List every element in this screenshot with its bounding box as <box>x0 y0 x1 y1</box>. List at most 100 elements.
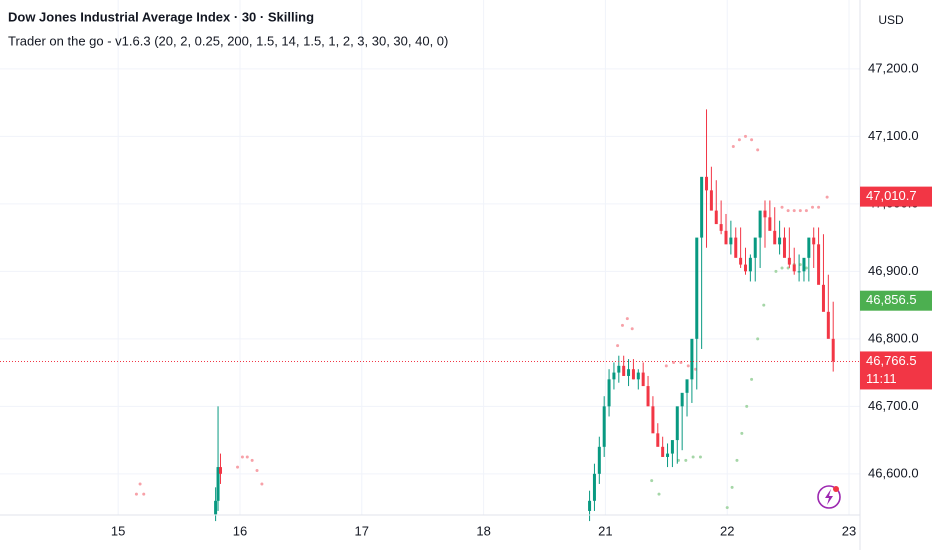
sar-dot <box>750 377 754 381</box>
sar-dot <box>737 138 741 142</box>
candle-body <box>588 500 592 511</box>
y-tick-label: 46,600.0 <box>868 465 919 480</box>
candle-body <box>612 372 616 380</box>
sar-dot <box>134 492 138 496</box>
sar-dot <box>780 266 784 270</box>
chart-title: Dow Jones Industrial Average Index · 30 … <box>8 9 314 24</box>
currency-button[interactable] <box>866 6 918 34</box>
candle-body <box>602 406 606 447</box>
candle-body <box>729 237 733 245</box>
candle-body <box>607 379 611 407</box>
candle-body <box>797 271 801 273</box>
sar-dot <box>745 404 749 408</box>
candle-body <box>680 392 684 407</box>
sar-dot <box>236 465 240 469</box>
sar-dot <box>762 303 766 307</box>
sar-dot <box>756 337 760 341</box>
candle-body <box>622 365 626 376</box>
candle-body <box>787 257 791 265</box>
currency[interactable]: USD <box>878 13 904 27</box>
candle-body <box>617 365 621 373</box>
candle-body <box>743 264 747 272</box>
candle-body <box>690 338 694 380</box>
candle-body <box>656 433 660 447</box>
candle-body <box>802 257 806 272</box>
candle-body <box>592 473 596 501</box>
price-tag <box>860 290 932 311</box>
x-tick-label: 15 <box>111 523 125 538</box>
sar-dot <box>691 455 695 459</box>
price-tag <box>860 186 932 207</box>
candle-body <box>748 257 752 272</box>
sar-dot <box>657 492 661 496</box>
sar-dot <box>650 479 654 483</box>
sar-dot <box>743 134 747 138</box>
candle-body <box>705 176 709 191</box>
candle-body <box>792 264 796 272</box>
sar-dot <box>750 138 754 142</box>
sar-dot <box>804 266 808 270</box>
sar-dot <box>810 205 814 209</box>
candle-body <box>636 372 640 380</box>
candle-body <box>714 210 718 225</box>
sar-dot <box>684 458 688 462</box>
candle-body <box>734 237 738 258</box>
candle-body <box>218 467 222 474</box>
sar-dot <box>725 506 729 510</box>
price-tag-label: 46,856.5 <box>866 292 917 307</box>
candle-body <box>807 237 811 258</box>
candle-body <box>641 372 645 387</box>
countdown: 11:11 <box>866 371 897 386</box>
candle-body <box>773 230 777 245</box>
y-tick-label: 46,800.0 <box>868 330 919 345</box>
sar-dot <box>625 317 629 321</box>
x-tick-label: 22 <box>720 523 734 538</box>
sar-dot <box>686 364 690 368</box>
indicator-label: Trader on the go - v1.6.3 (20, 2, 0.25, … <box>8 33 448 48</box>
sar-dot <box>825 195 829 199</box>
candle-body <box>597 446 601 474</box>
y-tick-label: 47,200.0 <box>868 60 919 75</box>
candle-body <box>758 210 762 238</box>
candle-body <box>753 237 757 258</box>
sar-dot <box>756 148 760 152</box>
y-tick-label: 47,100.0 <box>868 128 919 143</box>
sar-dot <box>630 327 634 331</box>
candle-body <box>812 237 816 245</box>
x-tick-label: 23 <box>842 523 856 538</box>
grid <box>0 0 860 515</box>
sar-dot <box>774 269 778 273</box>
candle-body <box>214 500 218 515</box>
y-tick-label: 46,700.0 <box>868 398 919 413</box>
sar-dot <box>817 205 821 209</box>
candle-body <box>739 257 743 265</box>
candle-body <box>817 244 821 285</box>
sar-dot <box>255 468 259 472</box>
x-tick-label: 21 <box>598 523 612 538</box>
candle-body <box>831 338 835 362</box>
lightning-icon[interactable] <box>817 485 841 509</box>
sar-dot <box>142 492 146 496</box>
candle-body <box>646 386 650 407</box>
x-tick-label: 18 <box>476 523 490 538</box>
sar-dot <box>735 458 739 462</box>
candle-body <box>724 230 728 245</box>
sar-dot <box>798 209 802 213</box>
candle-body <box>675 406 679 441</box>
candle-body <box>778 237 782 245</box>
sar-dot <box>260 482 264 486</box>
sar-dot <box>731 144 735 148</box>
price-tag-label: 47,010.7 <box>866 188 917 203</box>
sar-dot <box>698 455 702 459</box>
sar-dot <box>730 485 734 489</box>
candle-body <box>627 369 631 376</box>
sar-dot <box>740 431 744 435</box>
candle-body <box>670 440 674 454</box>
sar-dot <box>138 482 142 486</box>
candle-body <box>695 237 699 339</box>
price-tag <box>860 351 932 390</box>
sar-dot <box>240 455 244 459</box>
candle-body <box>216 467 220 501</box>
candle-body <box>631 369 635 380</box>
